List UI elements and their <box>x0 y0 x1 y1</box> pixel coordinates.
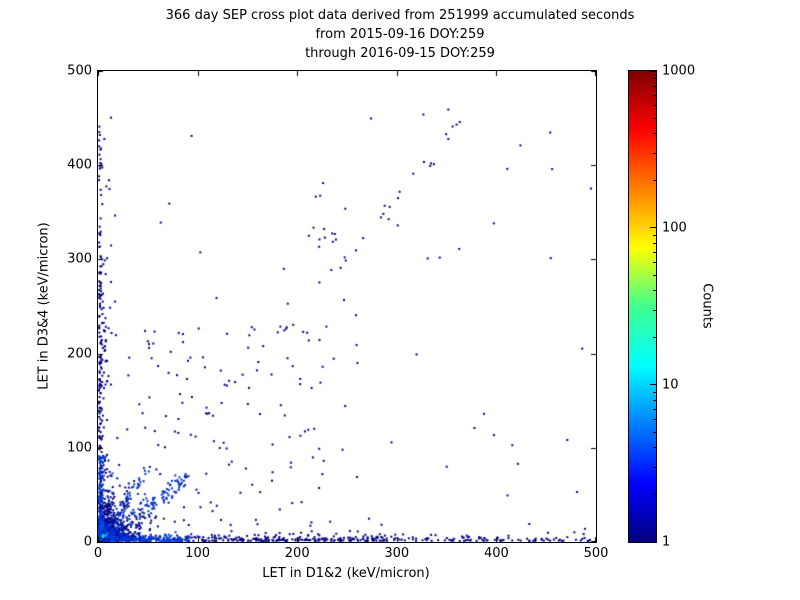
colorbar-tick-mark <box>653 180 656 182</box>
plot-area <box>97 70 597 543</box>
y-tick-label: 400 <box>67 157 92 173</box>
colorbar-tick-mark <box>653 446 656 448</box>
x-tick-label: 200 <box>284 546 310 561</box>
colorbar-tick-mark <box>653 419 656 421</box>
y-tick-label: 0 <box>83 534 92 550</box>
colorbar-tick-mark <box>653 94 656 96</box>
x-tick-label: 400 <box>483 546 509 561</box>
y-tick-label: 300 <box>67 251 92 267</box>
chart-subtitle-1: from 2015-09-16 DOY:259 <box>315 27 485 42</box>
y-axis-ticks: 500 400 300 200 100 0 <box>52 64 92 550</box>
colorbar-tick-mark <box>653 242 656 244</box>
x-tick-label: 300 <box>384 546 410 561</box>
colorbar-ticks: 1000 100 10 1 <box>662 64 707 550</box>
x-tick-label: 500 <box>583 546 609 561</box>
colorbar-gradient <box>629 71 656 542</box>
colorbar-tick-mark <box>653 152 656 154</box>
colorbar-tick-mark <box>653 274 656 276</box>
y-axis-label: LET in D3&4 (keV/micron) <box>36 222 52 390</box>
x-axis-ticks: 0 100 200 300 400 500 <box>94 546 609 562</box>
colorbar-tick-mark <box>653 408 656 410</box>
colorbar-tick-mark <box>653 337 656 339</box>
x-tick-label: 100 <box>185 546 211 561</box>
chart-subtitle-2: through 2016-09-15 DOY:259 <box>305 46 495 61</box>
x-tick-label: 0 <box>93 546 103 561</box>
chart-title-block: 366 day SEP cross plot data derived from… <box>0 6 800 63</box>
x-axis-label: LET in D1&2 (keV/micron) <box>262 566 430 581</box>
colorbar-tick-mark <box>653 251 656 253</box>
colorbar-tick-mark <box>653 466 656 468</box>
colorbar-tick-mark <box>653 309 656 311</box>
colorbar-tick-mark <box>653 105 656 107</box>
colorbar-tick-mark <box>653 399 656 401</box>
y-tick-label: 100 <box>67 440 92 456</box>
colorbar-tick-mark <box>653 262 656 264</box>
chart-title: 366 day SEP cross plot data derived from… <box>165 8 635 23</box>
colorbar-tick-mark <box>650 541 656 543</box>
colorbar-tick-mark <box>653 431 656 433</box>
colorbar-tick-mark <box>653 77 656 79</box>
colorbar-tick-mark <box>653 494 656 496</box>
colorbar-tick-mark <box>653 117 656 119</box>
colorbar-tick-mark <box>653 289 656 291</box>
colorbar-tick-mark <box>650 384 656 386</box>
plot-canvas <box>98 71 596 542</box>
colorbar-tick-mark <box>653 391 656 393</box>
colorbar-tick-mark <box>650 70 656 72</box>
colorbar-tick-label: 100 <box>662 220 687 236</box>
colorbar-tick-label: 1000 <box>662 63 696 79</box>
colorbar-label: Counts <box>699 283 715 329</box>
y-tick-label: 200 <box>67 346 92 362</box>
colorbar-tick-mark <box>653 234 656 236</box>
y-tick-label: 500 <box>67 63 92 79</box>
colorbar-tick-mark <box>650 227 656 229</box>
colorbar-tick-label: 1 <box>662 534 671 550</box>
colorbar-tick-label: 10 <box>662 377 679 393</box>
colorbar <box>628 70 657 543</box>
colorbar-tick-mark <box>653 132 656 134</box>
colorbar-tick-mark <box>653 85 656 87</box>
